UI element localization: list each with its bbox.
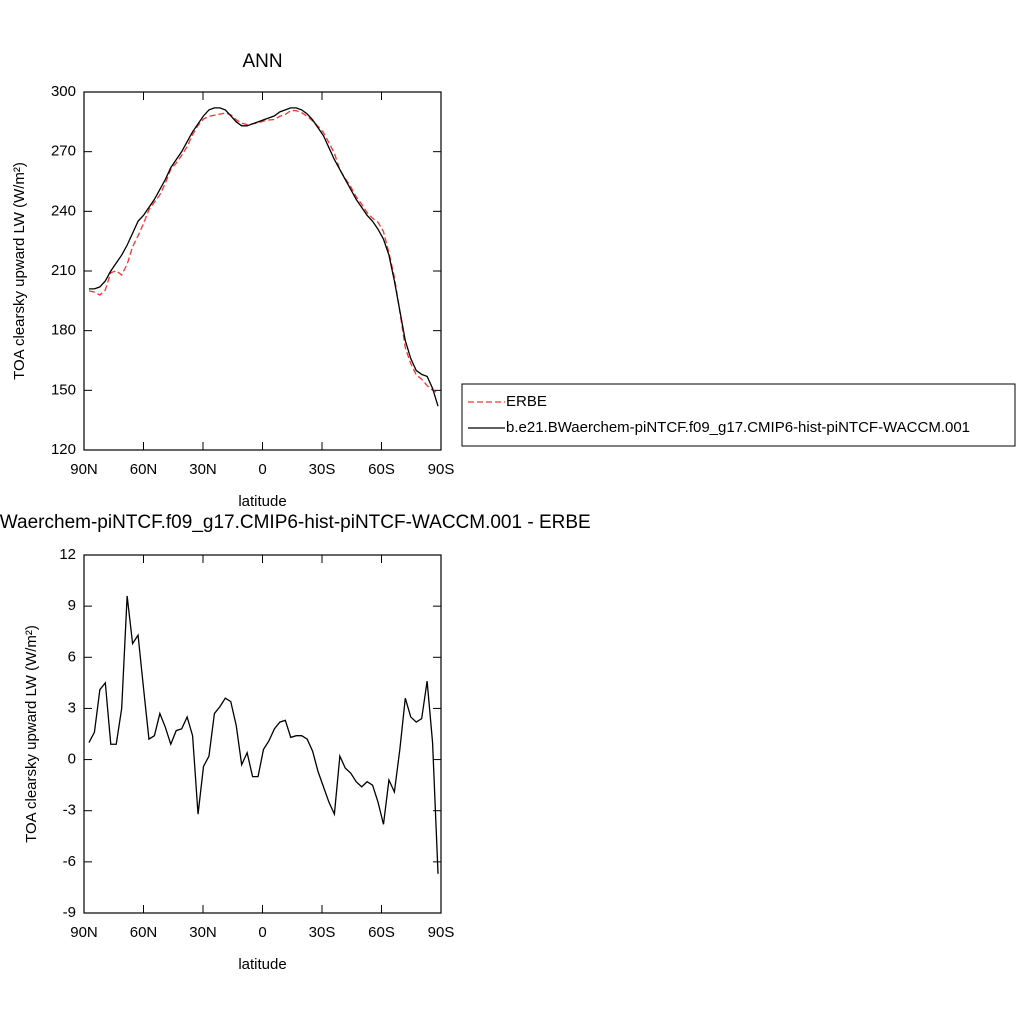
x-tick-label: 0	[258, 461, 266, 478]
plot-frame	[83, 91, 442, 451]
x-tick-label: 60S	[368, 924, 395, 941]
chart-title: b.e21.BWaerchem-piNTCF.f09_g17.CMIP6-his…	[0, 512, 591, 533]
legend-label: ERBE	[506, 393, 547, 410]
x-tick-label: 60N	[130, 461, 158, 478]
y-tick-label: -6	[63, 853, 76, 870]
chart-title: ANN	[242, 51, 282, 72]
x-tick-label: 90S	[428, 461, 455, 478]
data-line	[88, 107, 439, 407]
y-tick-label: -9	[63, 904, 76, 921]
x-tick-label: 30N	[189, 924, 217, 941]
data-line	[88, 109, 439, 394]
legend-box	[461, 383, 1016, 447]
y-tick-label: 150	[51, 381, 76, 398]
y-tick-label: 9	[68, 597, 76, 614]
x-tick-label: 30S	[309, 924, 336, 941]
plot-frame	[83, 554, 442, 914]
x-tick-label: 90N	[70, 924, 98, 941]
y-tick-label: 12	[59, 546, 76, 563]
y-axis-label: TOA clearsky upward LW (W/m²)	[11, 162, 28, 380]
y-tick-label: 0	[68, 751, 76, 768]
y-tick-label: 3	[68, 699, 76, 716]
y-tick-label: 120	[51, 441, 76, 458]
legend-label: b.e21.BWaerchem-piNTCF.f09_g17.CMIP6-his…	[506, 419, 970, 436]
y-tick-label: 300	[51, 83, 76, 100]
y-tick-label: 240	[51, 202, 76, 219]
x-tick-label: 30N	[189, 461, 217, 478]
x-tick-label: 60S	[368, 461, 395, 478]
y-tick-label: 210	[51, 262, 76, 279]
y-tick-label: 180	[51, 322, 76, 339]
x-axis-label: latitude	[238, 493, 286, 510]
y-tick-label: -3	[63, 802, 76, 819]
x-tick-label: 30S	[309, 461, 336, 478]
x-axis-label: latitude	[238, 956, 286, 973]
x-tick-label: 90N	[70, 461, 98, 478]
y-tick-label: 6	[68, 648, 76, 665]
y-tick-label: 270	[51, 143, 76, 160]
x-tick-label: 60N	[130, 924, 158, 941]
x-tick-label: 90S	[428, 924, 455, 941]
x-tick-label: 0	[258, 924, 266, 941]
data-line	[88, 595, 439, 874]
y-axis-label: TOA clearsky upward LW (W/m²)	[23, 625, 40, 843]
